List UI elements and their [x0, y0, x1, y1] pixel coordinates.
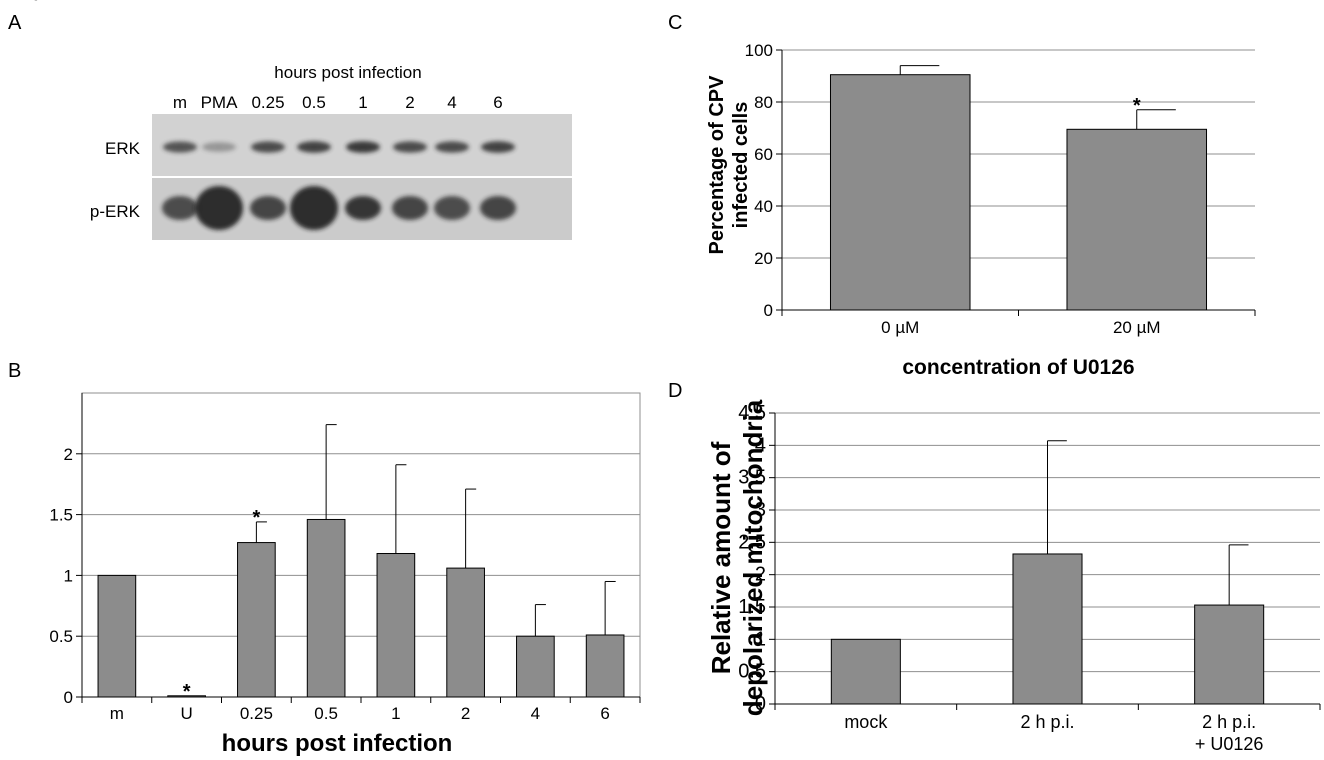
- bar: [376, 553, 416, 698]
- blot-lane-label: 1: [358, 93, 367, 112]
- bar: [167, 695, 206, 698]
- bar: [1194, 604, 1265, 705]
- y-tick-label: 3: [755, 499, 766, 521]
- bar: [829, 74, 971, 311]
- blot-row-label-erk: ERK: [105, 139, 141, 158]
- y-tick-label: 0.5: [738, 661, 766, 683]
- x-category-label: + U0126: [1195, 734, 1264, 754]
- western-blot: hours post infection m PMA 0.25 0.5 1 2 4 6 ERK p-…: [90, 63, 572, 240]
- x-category-label: mock: [844, 712, 888, 732]
- y-tick-label: 4.5: [738, 402, 766, 424]
- blot-band-perk: [480, 196, 516, 220]
- y-tick-label: 2: [755, 564, 766, 586]
- y-tick-label: 1.5: [738, 596, 766, 618]
- blot-band-erk: [163, 141, 197, 153]
- blot-band-erk: [297, 141, 331, 153]
- panel-letter-c: C: [668, 12, 683, 34]
- blot-band-perk: [434, 196, 470, 220]
- blot-band-erk: [202, 142, 236, 152]
- bar: [97, 574, 137, 698]
- y-tick-label: 100: [745, 41, 773, 60]
- y-tick-label: 4: [755, 434, 766, 456]
- y-tick-label: 1: [755, 628, 766, 650]
- x-category-label: 1: [391, 704, 400, 723]
- y-axis-title: depolarized mitochondria: [738, 399, 768, 716]
- blot-lane-label: 6: [493, 93, 502, 112]
- blot-title: hours post infection: [274, 63, 421, 82]
- x-category-label: 0.25: [240, 704, 273, 723]
- x-category-label: 0 µM: [881, 318, 919, 337]
- x-category-label: 20 µM: [1113, 318, 1161, 337]
- bar: [1066, 128, 1208, 311]
- blot-lane-label: 4: [447, 93, 456, 112]
- x-category-label: 4: [531, 704, 540, 723]
- panel-letter-a: A: [8, 12, 22, 34]
- blot-band-perk: [392, 196, 428, 220]
- bar: [830, 638, 901, 705]
- y-tick-label: 80: [754, 93, 773, 112]
- blot-band-perk: [290, 186, 338, 230]
- bar: [446, 567, 485, 698]
- panel-letter-b: B: [8, 360, 22, 382]
- y-tick-label: 1: [64, 566, 73, 585]
- bar: [306, 518, 346, 698]
- blot-band-perk: [162, 196, 198, 220]
- y-axis-title: Ratio p-ERK/ERK: [0, 0, 83, 5]
- chart-panel-c: 0 20 40 60 80 100 0 µM * 20 µM concentration of U…: [706, 41, 1256, 379]
- x-category-label: 6: [600, 704, 609, 723]
- blot-row-label-perk: p-ERK: [90, 202, 141, 221]
- blot-lane-label: m: [173, 93, 187, 112]
- y-tick-label: 40: [754, 197, 773, 216]
- bar: [1012, 553, 1083, 705]
- blot-lane-label: 2: [405, 93, 414, 112]
- x-axis-title: concentration of U0126: [902, 356, 1134, 379]
- x-category-label: 0.5: [314, 704, 338, 723]
- significance-marker: *: [252, 507, 260, 529]
- y-tick-label: 0: [64, 688, 73, 707]
- x-category-label: U: [180, 704, 192, 723]
- chart-panel-d: 0 0.5 1 1.5 2 2.5 3 3.5 4 4.5 mock 2 h p.i. 2 h p.i.…: [706, 399, 1321, 754]
- blot-band-erk: [393, 141, 427, 153]
- blot-band-erk: [251, 141, 285, 153]
- y-axis-title: Percentage of CPV: [706, 75, 728, 255]
- x-category-label: 2 h p.i.: [1020, 712, 1074, 732]
- y-tick-label: 60: [754, 145, 773, 164]
- significance-marker: *: [183, 681, 191, 703]
- x-category-label: m: [110, 704, 124, 723]
- blot-lane-label: 0.25: [251, 93, 284, 112]
- bar: [516, 635, 555, 698]
- blot-band-erk: [481, 141, 515, 153]
- blot-band-erk: [346, 141, 380, 153]
- y-tick-label: 3.5: [738, 467, 766, 489]
- y-tick-label: 0.5: [49, 627, 73, 646]
- blot-band-perk: [250, 196, 286, 220]
- bar: [237, 542, 276, 698]
- plot-frame: [81, 392, 641, 698]
- y-tick-label: 2.5: [738, 531, 766, 553]
- x-category-label: 2 h p.i.: [1202, 712, 1256, 732]
- bar: [585, 634, 625, 698]
- panel-letter-d: D: [668, 380, 683, 402]
- blot-band-erk: [435, 141, 469, 153]
- blot-band-perk: [195, 186, 243, 230]
- y-axis-title: Relative amount of: [706, 441, 736, 674]
- x-category-label: 2: [461, 704, 470, 723]
- y-tick-label: 1.5: [49, 506, 73, 525]
- blot-lane-label: PMA: [201, 93, 239, 112]
- y-axis-title: infected cells: [730, 102, 752, 229]
- y-tick-label: 0: [755, 693, 766, 715]
- x-axis-title: hours post infection: [222, 730, 453, 757]
- y-tick-label: 0: [764, 301, 773, 320]
- y-tick-label: 2: [64, 445, 73, 464]
- blot-band-perk: [345, 196, 381, 220]
- blot-lane-label: 0.5: [302, 93, 326, 112]
- significance-marker: *: [1133, 95, 1141, 117]
- y-tick-label: 20: [754, 249, 773, 268]
